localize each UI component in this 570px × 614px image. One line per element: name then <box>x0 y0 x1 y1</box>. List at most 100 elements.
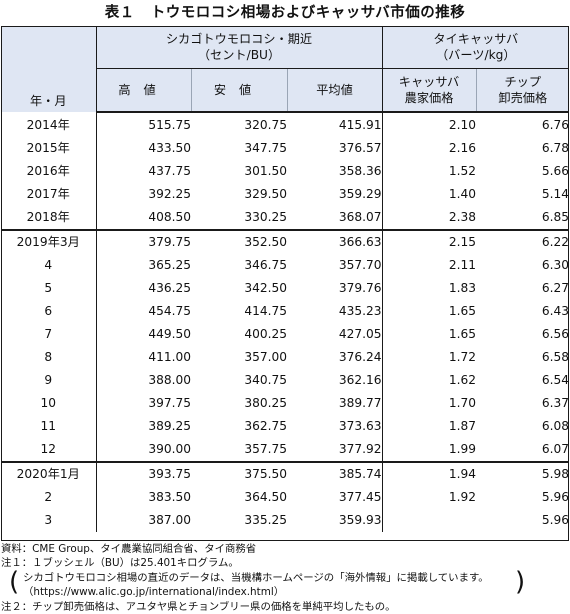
table-row: 10 397.75 380.25 389.77 1.70 6.37 <box>1 392 569 415</box>
avg-cell: 359.93 <box>338 513 382 527</box>
chicago-corn-title: シカゴトウモロコシ・期近 <box>165 32 313 46</box>
row-label: 2016年 <box>1 160 97 183</box>
price-table: 年・月 シカゴトウモロコシ・期近 （セント/BU） タイキャッサバ （バーツ/k… <box>1 26 570 532</box>
row-label: 8 <box>1 346 97 369</box>
table-row: 2014年 515.75 320.75 415.91 2.10 6.76 <box>1 112 569 137</box>
farm-cell: 1.87 <box>381 415 477 438</box>
row-label: 11 <box>1 415 97 438</box>
high-cell: 411.00 <box>148 350 191 364</box>
avg-cell: 373.63 <box>338 419 382 433</box>
chip-cell: 6.37 <box>541 396 570 410</box>
row-label: 2 <box>1 486 97 509</box>
chicago-corn-header: シカゴトウモロコシ・期近 （セント/BU） <box>96 26 383 69</box>
farm-cell: 1.62 <box>381 369 477 392</box>
table-row: 6 454.75 414.75 435.23 1.65 6.43 <box>1 300 569 323</box>
row-label: 2018年 <box>1 206 97 230</box>
note-1-detail-line2: （https://www.alic.go.jp/international/in… <box>23 586 285 599</box>
low-header: 安値 <box>190 68 287 113</box>
farm-cell: 1.40 <box>381 183 477 206</box>
high-cell: 449.50 <box>148 327 191 341</box>
header-row-top: 年・月 シカゴトウモロコシ・期近 （セント/BU） タイキャッサバ （バーツ/k… <box>1 26 570 112</box>
table-row: 11 389.25 362.75 373.63 1.87 6.08 <box>1 415 569 438</box>
farm-cell: 1.65 <box>381 323 477 346</box>
chip-cell: 6.22 <box>476 229 570 254</box>
table-row: 8 411.00 357.00 376.24 1.72 6.58 <box>1 346 569 369</box>
table-row: 2018年 408.50 330.25 368.07 2.38 6.85 <box>1 206 569 230</box>
high-cell: 389.25 <box>148 419 191 433</box>
farm-cell: 1.99 <box>381 438 477 462</box>
chip-cell: 6.43 <box>541 304 570 318</box>
left-paren: ( <box>9 566 20 597</box>
high-cell: 390.00 <box>148 442 191 456</box>
farm-price-header: キャッサバ 農家価格 <box>381 68 477 113</box>
row-label: 6 <box>1 300 97 323</box>
table-row: 12 390.00 357.75 377.92 1.99 6.07 <box>1 438 569 462</box>
chip-cell: 6.78 <box>541 141 570 155</box>
avg-header: 平均値 <box>286 68 383 113</box>
row-label: 4 <box>1 254 97 277</box>
table-row: 2016年 437.75 301.50 358.36 1.52 5.66 <box>1 160 569 183</box>
avg-cell: 385.74 <box>287 461 383 486</box>
low-cell: 342.50 <box>244 281 287 295</box>
source-note: 資料：CME Group、タイ農業協同組合省、タイ商務省 <box>1 543 257 555</box>
table-row: 4 365.25 346.75 357.70 2.11 6.30 <box>1 254 569 277</box>
table-title-text: トウモロコシ相場およびキャッサバ市価の推移 <box>150 5 466 21</box>
row-label: 2015年 <box>1 137 97 160</box>
low-cell: 346.75 <box>244 258 287 272</box>
chip-price-header-line2: 卸売価格 <box>498 91 548 105</box>
high-cell: 408.50 <box>148 210 191 224</box>
low-cell: 375.50 <box>191 461 287 486</box>
right-paren: ) <box>515 566 526 597</box>
chip-price-header-line1: チップ <box>504 75 542 89</box>
low-cell: 357.75 <box>244 442 287 456</box>
chip-cell: 6.76 <box>541 118 570 132</box>
high-cell: 437.75 <box>148 164 191 178</box>
table-row: 2015年 433.50 347.75 376.57 2.16 6.78 <box>1 137 569 160</box>
chicago-corn-unit: （セント/BU） <box>197 48 281 62</box>
avg-cell: 358.36 <box>338 164 382 178</box>
chip-cell: 6.27 <box>541 281 570 295</box>
farm-price-header-line2: 農家価格 <box>404 91 454 105</box>
chip-cell: 6.08 <box>541 419 570 433</box>
high-cell: 433.50 <box>148 141 191 155</box>
high-cell: 393.75 <box>96 461 191 486</box>
table-row: 2017年 392.25 329.50 359.29 1.40 5.14 <box>1 183 569 206</box>
note-1-detail: ( シカゴトウモロコシ相場の直近のデータは、当機構ホームページの「海外情報」に掲… <box>1 566 569 600</box>
table-body: 2014年 515.75 320.75 415.91 2.10 6.76 201… <box>1 112 570 532</box>
thai-cassava-header: タイキャッサバ （バーツ/kg） <box>381 26 570 69</box>
table-row: 9 388.00 340.75 362.16 1.62 6.54 <box>1 369 569 392</box>
low-cell: 352.50 <box>191 229 287 254</box>
farm-cell: 1.72 <box>381 346 477 369</box>
chip-cell: 5.96 <box>541 490 570 504</box>
farm-price-header-line1: キャッサバ <box>398 75 460 89</box>
table-row: 2019年3月 379.75 352.50 366.63 2.15 6.22 <box>1 229 570 254</box>
high-cell: 454.75 <box>148 304 191 318</box>
chip-cell: 6.30 <box>541 258 570 272</box>
farm-cell <box>381 509 477 532</box>
chip-cell: 5.96 <box>541 513 570 527</box>
high-cell: 436.25 <box>148 281 191 295</box>
table-row: 2 383.50 364.50 377.45 1.92 5.96 <box>1 486 569 509</box>
high-cell: 392.25 <box>148 187 191 201</box>
avg-cell: 415.91 <box>338 118 382 132</box>
row-label: 9 <box>1 369 97 392</box>
table-row: 7 449.50 400.25 427.05 1.65 6.56 <box>1 323 569 346</box>
farm-cell: 1.70 <box>381 392 477 415</box>
low-cell: 340.75 <box>244 373 287 387</box>
farm-cell: 2.38 <box>381 206 477 230</box>
chip-cell: 5.98 <box>476 461 570 486</box>
avg-cell: 376.57 <box>338 141 382 155</box>
avg-cell: 377.92 <box>338 442 382 456</box>
chip-cell: 6.85 <box>541 210 570 224</box>
chip-cell: 6.56 <box>541 327 570 341</box>
chip-cell: 5.14 <box>541 187 570 201</box>
row-label: 7 <box>1 323 97 346</box>
chip-cell: 6.07 <box>541 442 570 456</box>
note-1-detail-line1: シカゴトウモロコシ相場の直近のデータは、当機構ホームページの「海外情報」に掲載し… <box>23 571 489 584</box>
row-label: 2020年1月 <box>1 461 97 486</box>
low-cell: 357.00 <box>244 350 287 364</box>
chip-cell: 6.54 <box>541 373 570 387</box>
row-label: 2014年 <box>1 112 97 137</box>
farm-cell: 2.10 <box>381 112 477 137</box>
table-row: 3 387.00 335.25 359.93 5.96 <box>1 509 569 532</box>
